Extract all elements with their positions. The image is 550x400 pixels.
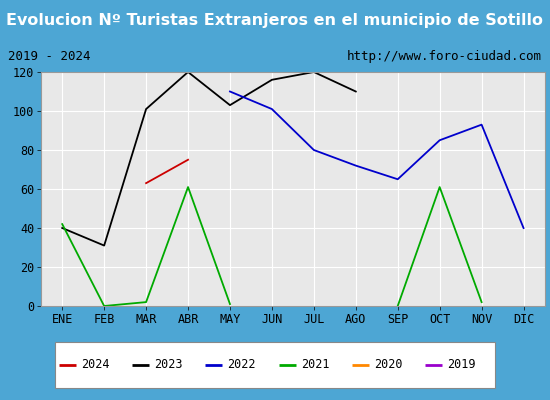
Text: 2021: 2021 bbox=[301, 358, 329, 372]
Text: 2023: 2023 bbox=[154, 358, 183, 372]
Text: 2020: 2020 bbox=[374, 358, 403, 372]
Text: Evolucion Nº Turistas Extranjeros en el municipio de Sotillo: Evolucion Nº Turistas Extranjeros en el … bbox=[7, 14, 543, 28]
Text: http://www.foro-ciudad.com: http://www.foro-ciudad.com bbox=[347, 50, 542, 63]
Text: 2019: 2019 bbox=[447, 358, 476, 372]
Text: 2022: 2022 bbox=[227, 358, 256, 372]
Text: 2024: 2024 bbox=[81, 358, 109, 372]
Text: 2019 - 2024: 2019 - 2024 bbox=[8, 50, 91, 63]
FancyBboxPatch shape bbox=[55, 342, 495, 388]
